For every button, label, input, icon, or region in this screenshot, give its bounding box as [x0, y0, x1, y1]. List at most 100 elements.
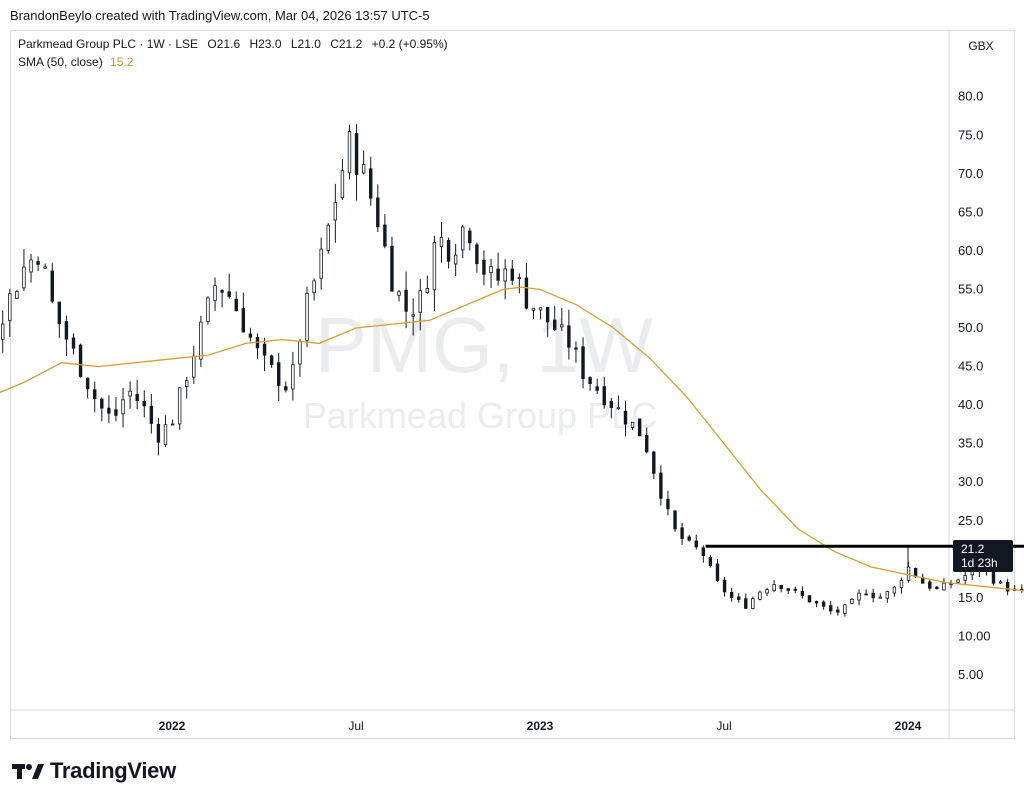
candle-body — [1, 323, 5, 340]
candle-body — [185, 380, 189, 387]
candle-body — [439, 237, 444, 247]
sma-label: SMA (50, close) — [18, 55, 103, 69]
candle-body — [963, 575, 967, 581]
legend-open: O21.6 — [207, 37, 241, 51]
candle-body — [538, 307, 543, 311]
chart-credit: BrandonBeylo created with TradingView.co… — [10, 8, 430, 23]
candle-body — [156, 423, 161, 443]
x-tick-label: 2022 — [159, 719, 186, 733]
watermark-ticker: PMG, 1W — [315, 301, 653, 389]
candle-body — [821, 601, 826, 607]
y-tick-label: 10.00 — [958, 628, 991, 643]
ohlc-legend[interactable]: Parkmead Group PLC · 1W · LSE O21.6 H23.… — [18, 37, 448, 51]
y-tick-label: 15.0 — [958, 590, 983, 605]
candle-body — [687, 536, 691, 541]
candle-body — [418, 290, 422, 313]
candle-body — [269, 355, 274, 365]
candle-body — [425, 288, 430, 293]
candle-body — [475, 244, 479, 265]
x-tick-label: 2024 — [895, 719, 922, 733]
candle-body — [85, 377, 90, 390]
y-tick-label: 30.0 — [958, 474, 983, 489]
candle-body — [383, 224, 387, 247]
candle-body — [892, 586, 897, 594]
y-tick-label: 25.0 — [958, 513, 983, 528]
candle-body — [715, 563, 720, 582]
time-axis[interactable]: Jul2022Jul2023Jul2024Jul2025Jul2026 — [0, 719, 1024, 733]
candle-body — [722, 579, 727, 593]
candle-body — [277, 362, 281, 386]
candle-body — [786, 588, 790, 591]
candle-body — [29, 259, 33, 273]
candle-body — [220, 290, 224, 293]
candle-body — [553, 319, 557, 331]
candle-body — [100, 398, 104, 409]
candle-body — [829, 605, 833, 612]
x-tick-label: Jul — [716, 719, 731, 733]
candle-body — [369, 168, 373, 199]
candle-body — [453, 254, 458, 265]
sma-value: 15.2 — [110, 55, 134, 69]
candle-body — [234, 298, 238, 312]
candle-body — [524, 277, 529, 309]
candle-body — [623, 410, 628, 425]
candle-body — [461, 226, 465, 251]
candle-body — [998, 581, 1003, 584]
candle-body — [489, 266, 493, 273]
candle-body — [248, 333, 253, 338]
candle-body — [871, 592, 875, 599]
candle-body — [758, 591, 762, 600]
candle-body — [765, 589, 769, 594]
candle-body — [560, 324, 564, 328]
candle-body — [673, 510, 677, 530]
y-tick-label: 50.0 — [958, 320, 983, 335]
y-tick-label: 55.0 — [958, 281, 983, 296]
watermark-name: Parkmead Group PLC — [303, 395, 657, 436]
candle-body — [637, 418, 642, 437]
candle-body — [468, 230, 472, 244]
candle-body — [956, 579, 960, 583]
candle-body — [376, 197, 380, 228]
sma-legend[interactable]: SMA (50, close) 15.2 — [18, 55, 133, 69]
currency-label[interactable]: GBX — [968, 39, 994, 53]
candle-body — [906, 566, 911, 581]
candle-body — [262, 343, 267, 356]
candle-body — [510, 268, 514, 281]
candle-body — [517, 277, 522, 279]
x-tick-label: Jul — [348, 719, 363, 733]
candle-body — [121, 399, 125, 415]
wick-spikes — [907, 547, 909, 568]
candle-body — [942, 582, 946, 591]
candle-body — [22, 266, 26, 289]
candle-body — [885, 591, 890, 599]
candle-body — [800, 590, 805, 596]
candle-body — [496, 268, 500, 281]
candle-body — [298, 340, 302, 365]
candle-body — [71, 337, 76, 349]
candle-body — [177, 387, 182, 425]
legend-high: H23.0 — [249, 37, 282, 51]
y-tick-label: 35.0 — [958, 436, 983, 451]
candle-body — [857, 592, 861, 601]
price-axis[interactable]: 80.0 75.0 70.0 65.0 60.0 55.0 50.0 45.0 40.0 35.0… — [958, 89, 991, 682]
candle-body — [78, 344, 83, 377]
candle-body — [397, 291, 401, 296]
tradingview-brand[interactable]: TradingView — [12, 758, 176, 784]
candle-body — [836, 609, 840, 613]
candle-body — [899, 579, 904, 589]
candle-body — [503, 268, 507, 282]
candle-body — [312, 280, 316, 293]
candle-body — [93, 389, 97, 399]
candle-body — [64, 321, 69, 340]
candle-body — [291, 364, 295, 390]
y-tick-label: 70.0 — [958, 166, 983, 181]
price-tag-value: 21.2 — [961, 542, 985, 556]
tradingview-logo-icon — [12, 764, 44, 779]
last-price-tag: 21.2 1d 23h — [953, 540, 1013, 573]
candle-body — [227, 291, 231, 297]
brand-name: TradingView — [50, 758, 176, 783]
price-tag-countdown: 1d 23h — [961, 556, 998, 570]
candle-body — [545, 306, 550, 323]
watermark: PMG, 1W Parkmead Group PLC — [303, 301, 657, 436]
